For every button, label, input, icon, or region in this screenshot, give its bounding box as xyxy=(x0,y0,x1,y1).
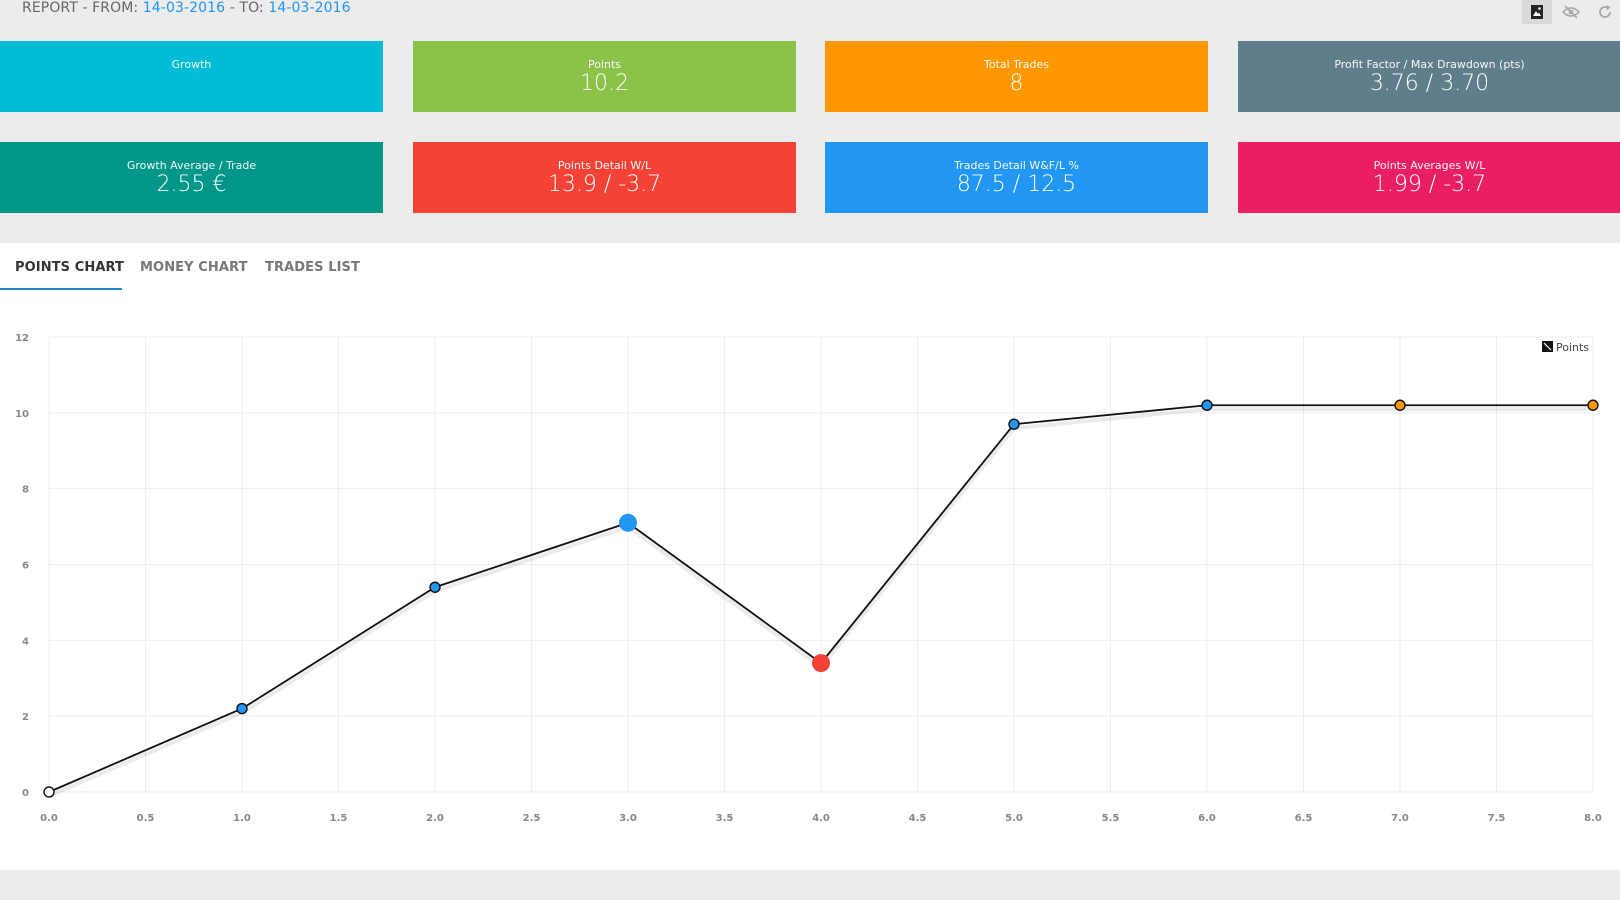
hide-button[interactable] xyxy=(1556,0,1586,24)
x-tick-label: 3.0 xyxy=(619,813,637,824)
card-points-averages: Points Averages W/L 1.99 / -3.7 xyxy=(1238,142,1620,213)
data-point xyxy=(1587,399,1599,411)
data-point xyxy=(619,513,637,532)
card-value: 8 xyxy=(1009,71,1024,96)
image-icon xyxy=(1531,5,1543,19)
data-point xyxy=(812,654,830,673)
x-tick-label: 7.5 xyxy=(1488,813,1506,824)
x-tick-label: 1.0 xyxy=(233,813,251,824)
tab-money-chart[interactable]: MONEY CHART xyxy=(140,260,248,275)
x-tick-label: 0.5 xyxy=(137,813,155,824)
card-total-trades: Total Trades 8 xyxy=(825,41,1208,112)
card-value: 87.5 / 12.5 xyxy=(956,172,1077,197)
legend-swatch-mark xyxy=(1543,342,1552,351)
data-point xyxy=(1201,399,1213,411)
x-tick-label: 2.5 xyxy=(523,813,541,824)
x-tick-label: 6.5 xyxy=(1295,813,1313,824)
card-growth-average: Growth Average / Trade 2.55 € xyxy=(0,142,383,213)
card-label: Points xyxy=(587,58,622,71)
toolbar xyxy=(1522,0,1620,24)
points-chart: 0.0 0.5 1.0 1.5 2.0 2.5 3.0 3.5 4.0 4.5 5.0 5.5 6.0 6… xyxy=(15,333,1602,824)
tab-bar: POINTS CHART MONEY CHART TRADES LIST xyxy=(0,243,1620,291)
y-tick-label: 10 xyxy=(15,409,29,420)
active-tab-indicator xyxy=(0,288,122,290)
card-label: Trades Detail W&F/L % xyxy=(954,159,1079,172)
card-growth: Growth xyxy=(0,41,383,112)
report-header: REPORT - FROM: 14-03-2016 - TO: 14-03-20… xyxy=(0,0,1620,40)
card-value: 1.99 / -3.7 xyxy=(1372,172,1487,197)
card-label: Growth xyxy=(171,58,212,71)
x-tick-label: 4.0 xyxy=(812,813,830,824)
data-point xyxy=(236,702,248,715)
card-value: 3.76 / 3.70 xyxy=(1369,71,1490,96)
card-label: Profit Factor / Max Drawdown (pts) xyxy=(1334,58,1525,71)
x-tick-label: 7.0 xyxy=(1391,813,1409,824)
to-separator: - TO: xyxy=(225,0,269,16)
x-tick-label: 0.0 xyxy=(40,813,58,824)
x-tick-label: 2.0 xyxy=(426,813,444,824)
y-tick-label: 8 xyxy=(22,485,29,496)
x-tick-label: 3.5 xyxy=(716,813,734,824)
y-tick-label: 2 xyxy=(22,712,29,723)
to-date[interactable]: 14-03-2016 xyxy=(268,0,351,16)
report-range: REPORT - FROM: 14-03-2016 - TO: 14-03-20… xyxy=(22,0,351,16)
x-tick-label: 6.0 xyxy=(1198,813,1216,824)
eye-off-icon xyxy=(1562,5,1580,19)
card-label: Points Averages W/L xyxy=(1373,159,1486,172)
data-point xyxy=(429,581,441,593)
x-tick-label: 5.0 xyxy=(1005,813,1023,824)
data-point xyxy=(43,786,55,798)
report-prefix: REPORT - FROM: xyxy=(22,0,143,16)
card-value: 13.9 / -3.7 xyxy=(547,172,662,197)
card-label: Total Trades xyxy=(983,58,1050,71)
chart-panel: POINTS CHART MONEY CHART TRADES LIST 0.0… xyxy=(0,243,1620,870)
card-label: Points Detail W/L xyxy=(557,159,652,172)
data-point xyxy=(1008,418,1020,430)
legend-label: Points xyxy=(1556,341,1589,354)
tab-trades-list[interactable]: TRADES LIST xyxy=(265,260,360,275)
card-points-detail: Points Detail W/L 13.9 / -3.7 xyxy=(413,142,796,213)
card-profit-factor: Profit Factor / Max Drawdown (pts) 3.76 … xyxy=(1238,41,1620,112)
x-tick-label: 1.5 xyxy=(330,813,348,824)
from-date[interactable]: 14-03-2016 xyxy=(142,0,226,16)
card-trades-detail: Trades Detail W&F/L % 87.5 / 12.5 xyxy=(825,142,1208,213)
tab-points-chart[interactable]: POINTS CHART xyxy=(15,260,125,275)
x-tick-label: 8.0 xyxy=(1584,813,1602,824)
data-point xyxy=(1394,399,1406,411)
card-label: Growth Average / Trade xyxy=(126,159,257,172)
y-tick-label: 6 xyxy=(22,561,29,572)
card-value: 10.2 xyxy=(580,71,629,96)
image-button[interactable] xyxy=(1522,0,1552,24)
x-tick-label: 5.5 xyxy=(1102,813,1120,824)
y-tick-label: 4 xyxy=(22,636,29,647)
card-value: 2.55 € xyxy=(156,172,227,197)
card-points: Points 10.2 xyxy=(413,41,796,112)
y-tick-label: 12 xyxy=(15,333,29,344)
refresh-icon xyxy=(1599,5,1611,18)
refresh-button[interactable] xyxy=(1590,0,1620,24)
y-tick-label: 0 xyxy=(22,788,29,799)
x-tick-label: 4.5 xyxy=(909,813,927,824)
